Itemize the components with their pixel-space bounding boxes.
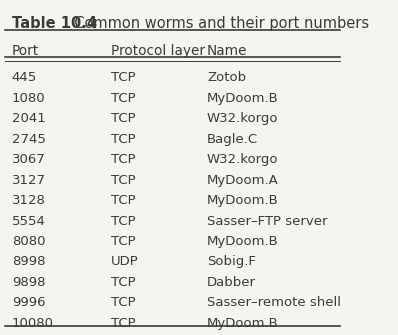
Text: Sasser–remote shell: Sasser–remote shell — [207, 296, 341, 310]
Text: UDP: UDP — [111, 256, 139, 268]
Text: TCP: TCP — [111, 235, 136, 248]
Text: TCP: TCP — [111, 91, 136, 105]
Text: TCP: TCP — [111, 214, 136, 227]
Text: MyDoom.A: MyDoom.A — [207, 174, 279, 187]
Text: 1080: 1080 — [12, 91, 45, 105]
Text: Dabber: Dabber — [207, 276, 256, 289]
Text: TCP: TCP — [111, 194, 136, 207]
Text: Common worms and their port numbers: Common worms and their port numbers — [65, 16, 369, 31]
Text: 3128: 3128 — [12, 194, 45, 207]
Text: 8080: 8080 — [12, 235, 45, 248]
Text: MyDoom.B: MyDoom.B — [207, 194, 279, 207]
Text: W32.korgo: W32.korgo — [207, 112, 278, 125]
Text: 9996: 9996 — [12, 296, 45, 310]
Text: Port: Port — [12, 44, 39, 58]
Text: TCP: TCP — [111, 112, 136, 125]
Text: Table 10.4: Table 10.4 — [12, 16, 97, 31]
Text: 3067: 3067 — [12, 153, 45, 166]
Text: Bagle.C: Bagle.C — [207, 133, 258, 146]
Text: TCP: TCP — [111, 133, 136, 146]
Text: Sobig.F: Sobig.F — [207, 256, 256, 268]
Text: 3127: 3127 — [12, 174, 46, 187]
Text: 5554: 5554 — [12, 214, 45, 227]
Text: TCP: TCP — [111, 296, 136, 310]
Text: 2745: 2745 — [12, 133, 45, 146]
Text: Sasser–FTP server: Sasser–FTP server — [207, 214, 328, 227]
Text: Zotob: Zotob — [207, 71, 246, 84]
Text: W32.korgo: W32.korgo — [207, 153, 278, 166]
Text: 9898: 9898 — [12, 276, 45, 289]
Text: 10080: 10080 — [12, 317, 54, 330]
Text: TCP: TCP — [111, 276, 136, 289]
Text: MyDoom.B: MyDoom.B — [207, 317, 279, 330]
Text: 445: 445 — [12, 71, 37, 84]
Text: Protocol layer: Protocol layer — [111, 44, 205, 58]
Text: TCP: TCP — [111, 153, 136, 166]
Text: MyDoom.B: MyDoom.B — [207, 235, 279, 248]
Text: TCP: TCP — [111, 317, 136, 330]
Text: 2041: 2041 — [12, 112, 45, 125]
Text: TCP: TCP — [111, 71, 136, 84]
Text: Name: Name — [207, 44, 248, 58]
Text: 8998: 8998 — [12, 256, 45, 268]
Text: TCP: TCP — [111, 174, 136, 187]
Text: MyDoom.B: MyDoom.B — [207, 91, 279, 105]
